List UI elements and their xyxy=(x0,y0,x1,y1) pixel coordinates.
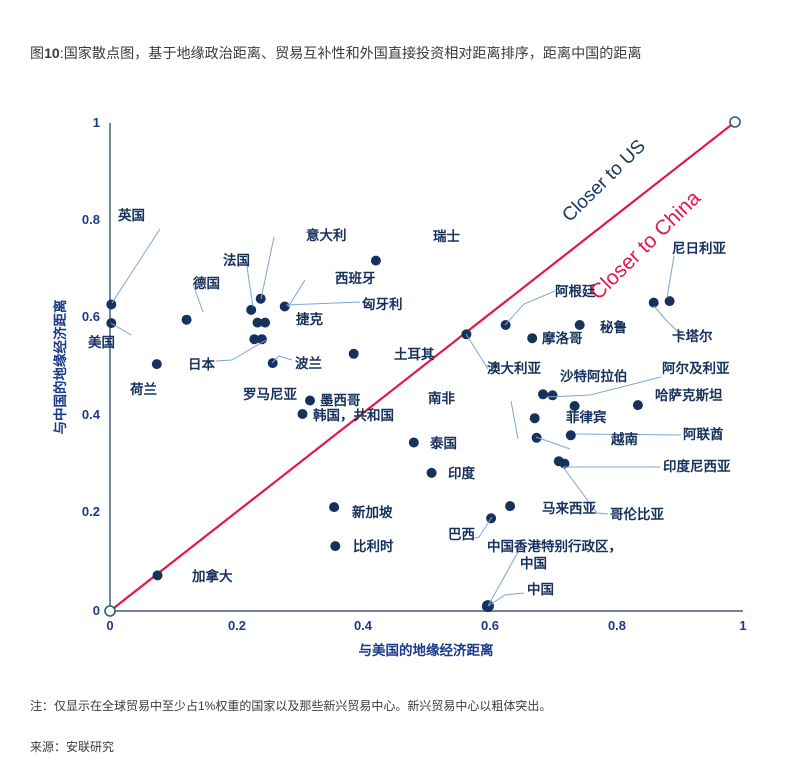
svg-text:南非: 南非 xyxy=(428,390,455,406)
svg-text:日本: 日本 xyxy=(188,356,215,372)
svg-text:0.4: 0.4 xyxy=(82,407,101,422)
svg-text:韩国，共和国: 韩国，共和国 xyxy=(313,407,394,423)
svg-text:阿尔及利亚: 阿尔及利亚 xyxy=(662,360,730,376)
svg-text:Closer to US: Closer to US xyxy=(558,136,650,226)
svg-text:1: 1 xyxy=(93,115,100,130)
svg-text:意大利: 意大利 xyxy=(306,227,347,243)
svg-text:秘鲁: 秘鲁 xyxy=(600,319,627,335)
svg-text:法国: 法国 xyxy=(223,252,250,268)
svg-text:中国: 中国 xyxy=(527,581,554,597)
svg-text:泰国: 泰国 xyxy=(429,435,457,451)
svg-text:巴西: 巴西 xyxy=(448,527,475,542)
svg-text:印度尼西亚: 印度尼西亚 xyxy=(663,458,731,474)
svg-text:英国: 英国 xyxy=(117,207,145,223)
svg-text:澳大利亚: 澳大利亚 xyxy=(487,360,541,376)
svg-text:1: 1 xyxy=(739,618,746,633)
svg-text:新加坡: 新加坡 xyxy=(352,504,393,520)
svg-text:德国: 德国 xyxy=(193,275,220,291)
svg-text:比利时: 比利时 xyxy=(353,538,394,554)
svg-text:匈牙利: 匈牙利 xyxy=(362,296,403,312)
svg-text:沙特阿拉伯: 沙特阿拉伯 xyxy=(560,368,628,384)
svg-text:菲律宾: 菲律宾 xyxy=(566,409,607,425)
svg-text:瑞士: 瑞士 xyxy=(433,228,460,244)
svg-text:马来西亚: 马来西亚 xyxy=(542,501,596,516)
svg-text:0.8: 0.8 xyxy=(608,618,626,633)
svg-text:中国香港特别行政区，: 中国香港特别行政区， xyxy=(487,538,622,554)
svg-text:哥伦比亚: 哥伦比亚 xyxy=(610,506,664,522)
svg-text:与美国的地缘经济距离: 与美国的地缘经济距离 xyxy=(359,642,494,658)
svg-text:0.6: 0.6 xyxy=(481,618,499,633)
svg-text:阿联酋: 阿联酋 xyxy=(683,426,724,442)
svg-text:罗马尼亚: 罗马尼亚 xyxy=(243,387,297,402)
svg-text:西班牙: 西班牙 xyxy=(335,270,376,286)
svg-text:摩洛哥: 摩洛哥 xyxy=(542,330,583,346)
svg-text:捷克: 捷克 xyxy=(296,311,323,327)
svg-text:0: 0 xyxy=(106,618,113,633)
svg-text:卡塔尔: 卡塔尔 xyxy=(672,328,713,344)
svg-text:与中国的地缘经济距离: 与中国的地缘经济距离 xyxy=(52,300,68,435)
svg-text:越南: 越南 xyxy=(610,431,638,447)
svg-text:0.2: 0.2 xyxy=(82,504,100,519)
svg-text:0.2: 0.2 xyxy=(228,618,246,633)
svg-text:土耳其: 土耳其 xyxy=(394,346,435,362)
svg-text:0: 0 xyxy=(93,603,100,618)
svg-text:加拿大: 加拿大 xyxy=(191,568,233,584)
svg-text:哈萨克斯坦: 哈萨克斯坦 xyxy=(655,387,723,403)
svg-text:波兰: 波兰 xyxy=(295,355,322,371)
svg-text:墨西哥: 墨西哥 xyxy=(320,393,361,408)
svg-text:0.4: 0.4 xyxy=(354,618,373,633)
svg-text:阿根廷: 阿根廷 xyxy=(555,283,596,299)
svg-text:荷兰: 荷兰 xyxy=(129,381,157,397)
svg-text:印度: 印度 xyxy=(448,465,475,481)
svg-text:0.8: 0.8 xyxy=(82,212,100,227)
svg-text:尼日利亚: 尼日利亚 xyxy=(672,240,726,256)
svg-text:0.6: 0.6 xyxy=(82,309,100,324)
svg-text:美国: 美国 xyxy=(88,334,115,350)
svg-text:中国: 中国 xyxy=(520,555,547,571)
